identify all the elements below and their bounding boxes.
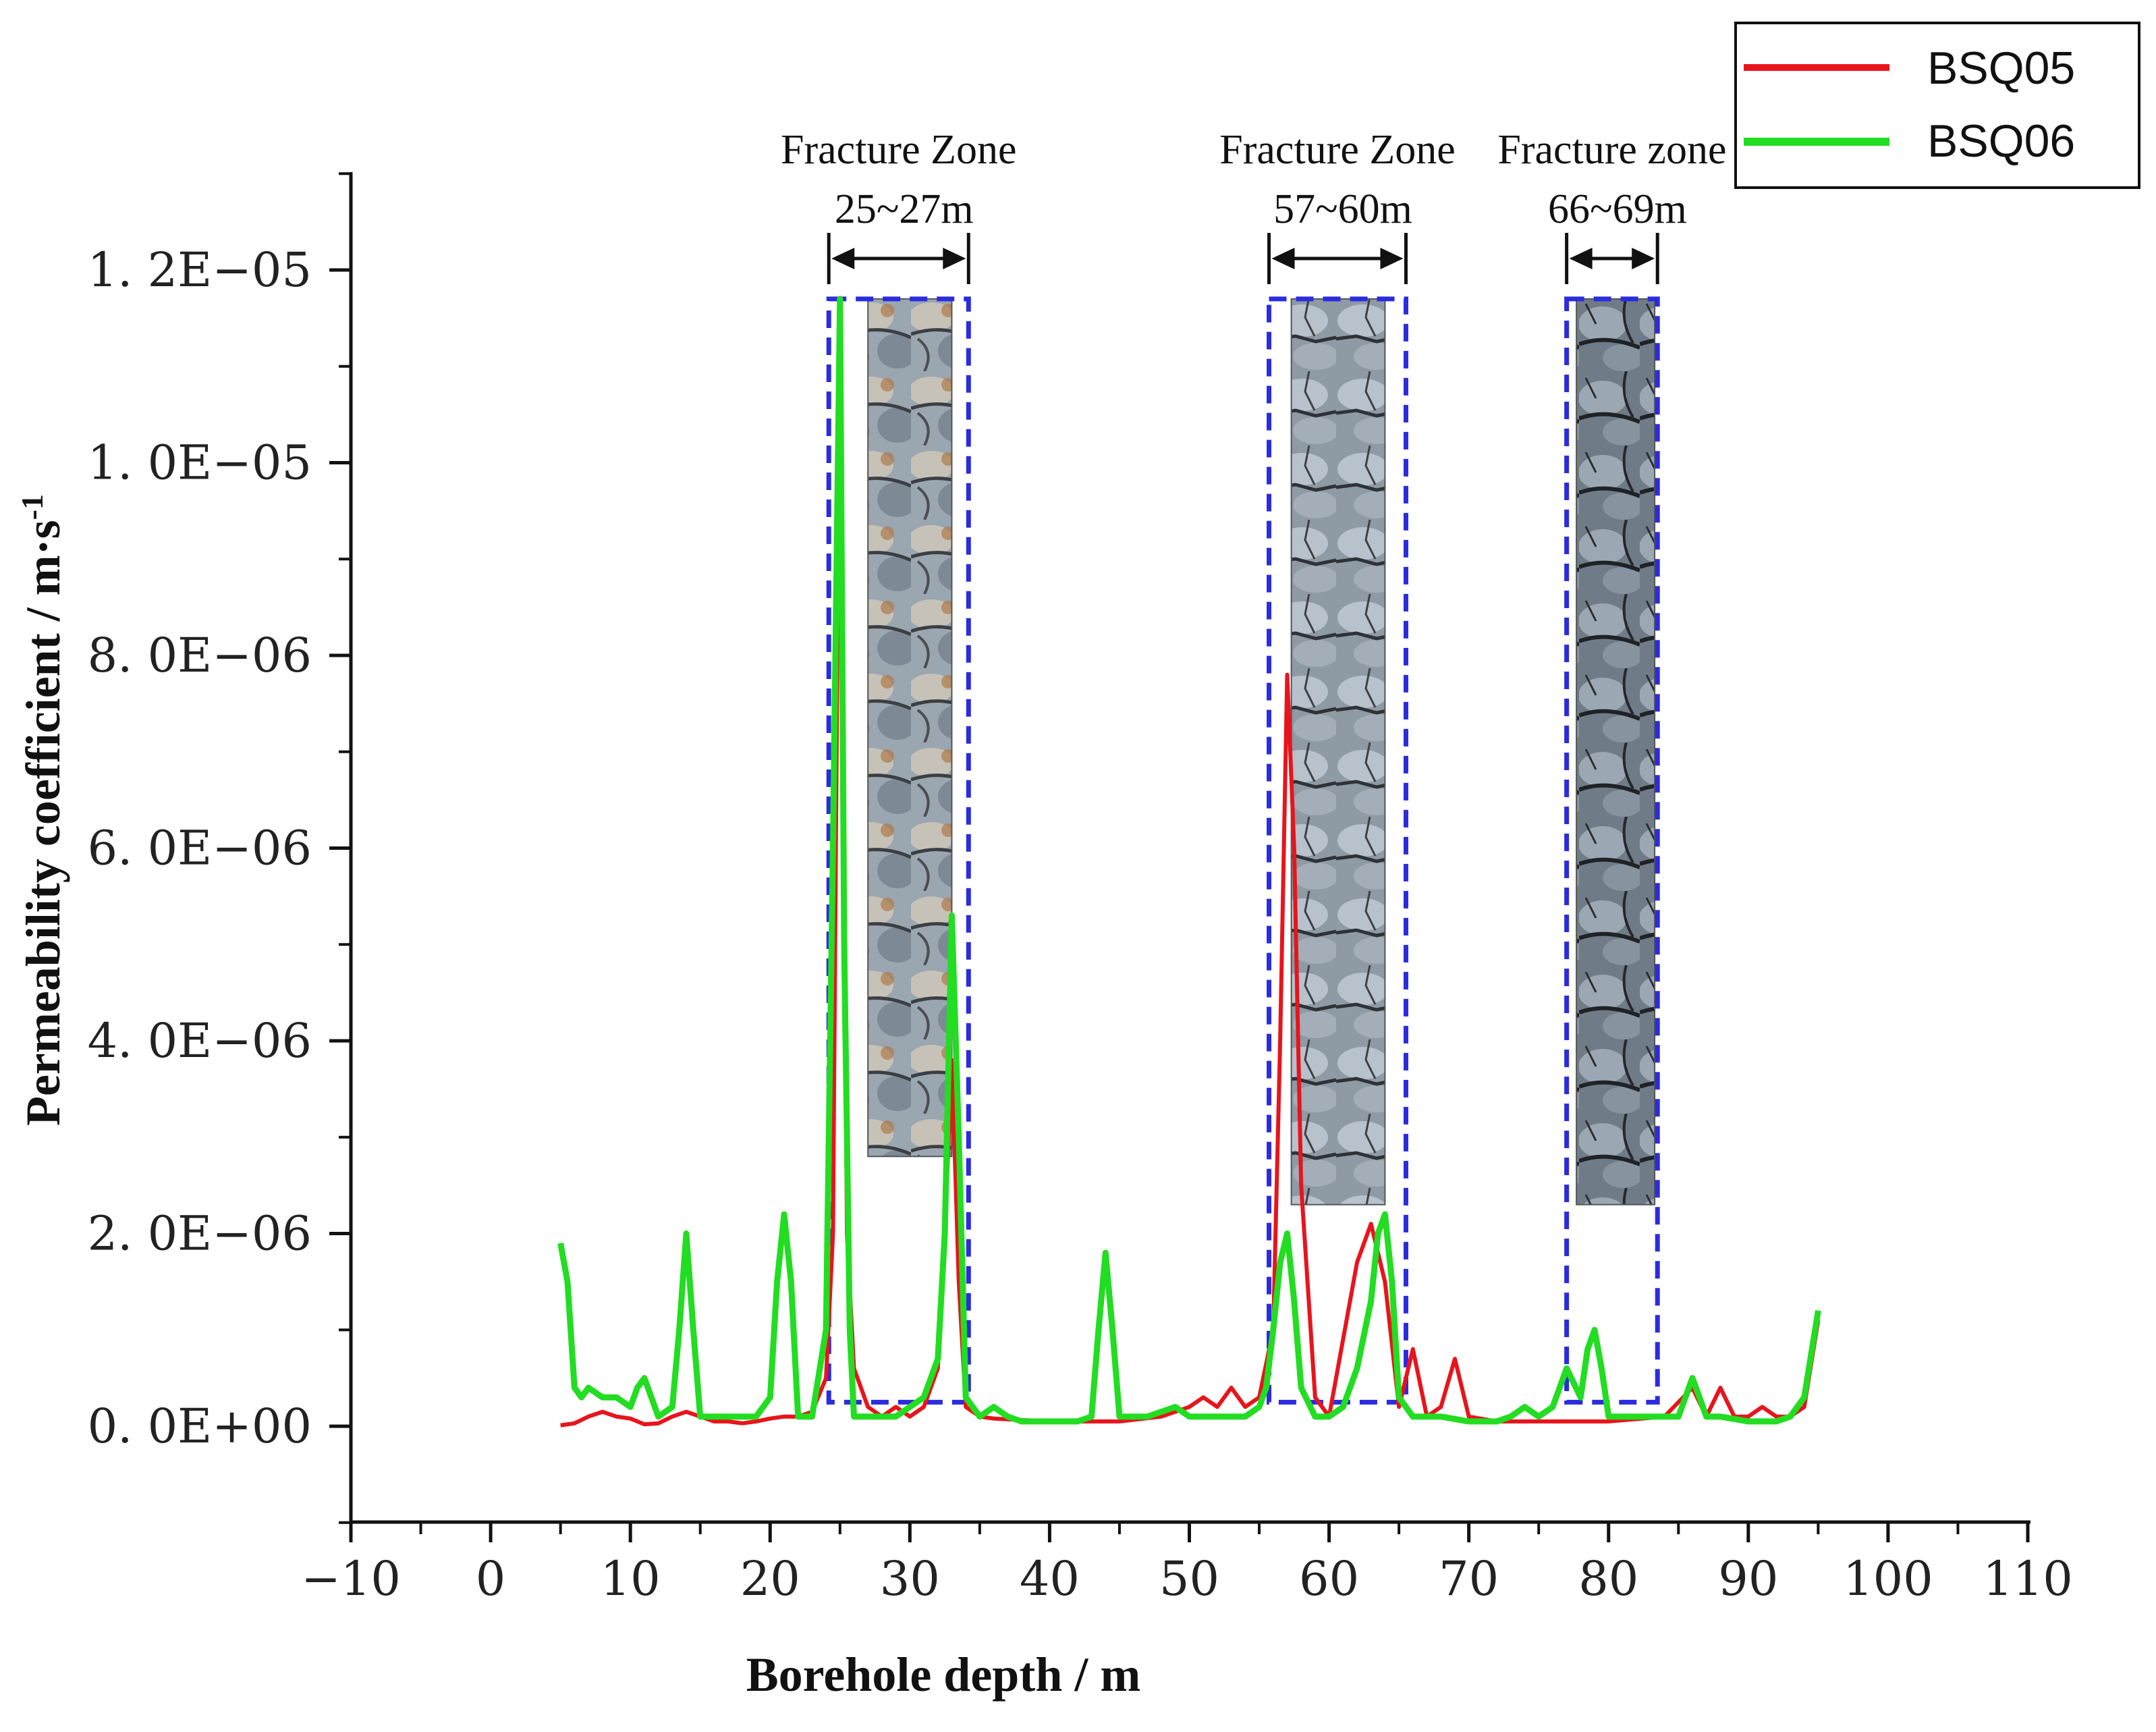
zone-label-range: 57~60m [1273, 186, 1412, 232]
zone-label-range: 25~27m [835, 186, 974, 232]
x-tick-label: 10 [601, 1551, 661, 1606]
y-tick-label: 4. 0E−06 [88, 1013, 312, 1068]
zone-label-title: Fracture Zone [1219, 127, 1455, 173]
x-tick-label: 20 [740, 1551, 800, 1606]
y-tick-label: 1. 2E−05 [88, 242, 312, 298]
y-axis-title-main: Permeability coefficient / m·s [16, 520, 70, 1126]
y-tick-label: 1. 0E−05 [88, 435, 312, 491]
fracture-zone-box [1267, 296, 1408, 1405]
x-tick-label: 30 [880, 1551, 940, 1606]
x-tick-label: 90 [1718, 1551, 1778, 1606]
legend-label-bsq05: BSQ05 [1927, 43, 2075, 94]
fracture-zone-box [1564, 296, 1660, 1405]
x-tick-label: 70 [1439, 1551, 1499, 1606]
zone-label-title: Fracture Zone [781, 127, 1016, 173]
x-tick-label: 110 [1983, 1551, 2073, 1606]
zone-arrowhead-left [1271, 248, 1295, 269]
y-axis-title-exponent: -1 [15, 494, 49, 520]
series-line-bsq05 [560, 296, 1821, 1428]
zone-arrowhead-right [1632, 248, 1655, 269]
legend-label-bsq06: BSQ06 [1927, 115, 2075, 167]
legend-box [1734, 22, 2140, 189]
zone-arrowhead-left [1569, 248, 1593, 269]
x-tick-label: 80 [1578, 1551, 1638, 1606]
y-tick-label: 2. 0E−06 [88, 1206, 312, 1262]
zone-arrowhead-right [1380, 248, 1404, 269]
x-tick-label: 40 [1020, 1551, 1080, 1606]
series-line-bsq06 [557, 296, 1821, 1425]
zone-label-range: 66~69m [1548, 186, 1687, 232]
core-photo-57-60m [1290, 298, 1386, 1206]
zone-arrowhead-right [943, 248, 966, 269]
legend: BSQ05 BSQ06 [1734, 22, 2140, 189]
x-tick-label: 60 [1299, 1551, 1359, 1606]
fracture-zone-box [826, 296, 971, 1405]
y-tick-label: 8. 0E−06 [88, 628, 312, 683]
zone-label-title: Fracture zone [1497, 127, 1726, 173]
x-tick-label: 100 [1843, 1551, 1933, 1606]
y-axis-title: Permeability coefficient / m·s-1 [15, 494, 71, 1126]
y-tick-label: 6. 0E−06 [88, 821, 312, 876]
core-photo-66-69m [1576, 298, 1656, 1206]
core-photo-25-27m [867, 298, 953, 1158]
x-tick-label: −10 [301, 1551, 401, 1606]
zone-arrowhead-left [831, 248, 855, 269]
x-tick-label: 0 [476, 1551, 506, 1606]
y-tick-label: 0. 0E+00 [88, 1399, 312, 1454]
x-tick-label: 50 [1159, 1551, 1219, 1606]
x-axis-title: Borehole depth / m [746, 1648, 1141, 1702]
